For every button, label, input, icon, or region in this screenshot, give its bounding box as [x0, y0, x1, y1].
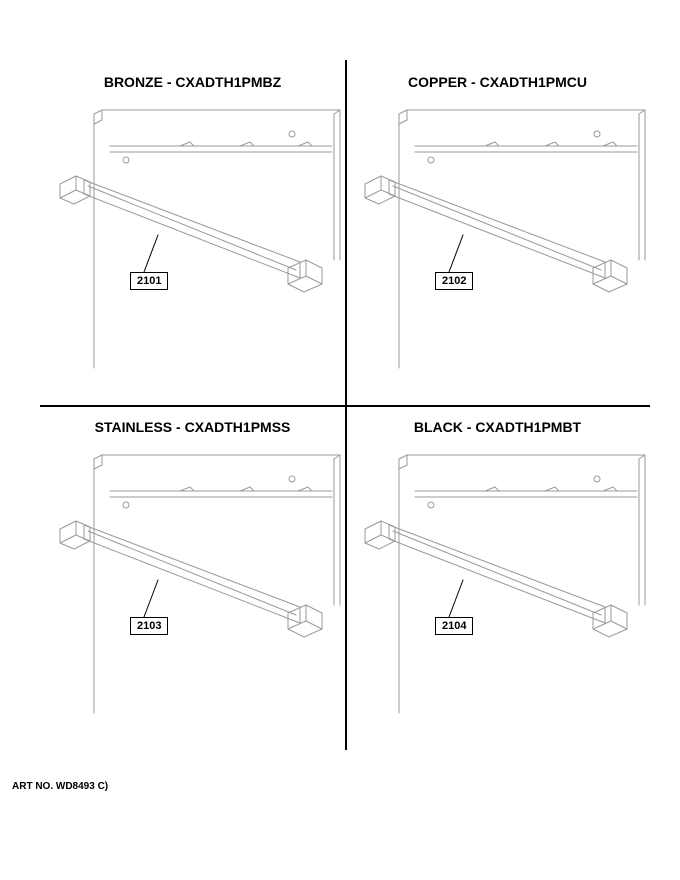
callout-label: 2103 — [130, 617, 168, 635]
handle-svg — [40, 100, 345, 380]
panel-bronze: BRONZE - CXADTH1PMBZ 2101 — [40, 60, 345, 405]
panel-copper: COPPER - CXADTH1PMCU 2102 — [345, 60, 650, 405]
panel-title: BLACK - CXADTH1PMBT — [345, 419, 650, 435]
handle-drawing — [345, 100, 650, 380]
callout-label: 2104 — [435, 617, 473, 635]
panel-stainless: STAINLESS - CXADTH1PMSS 2103 — [40, 405, 345, 750]
handle-svg — [345, 445, 650, 725]
handle-drawing — [40, 445, 345, 725]
panel-title: BRONZE - CXADTH1PMBZ — [40, 74, 345, 90]
callout-label: 2102 — [435, 272, 473, 290]
art-number: ART NO. WD8493 C) — [12, 781, 108, 792]
handle-svg — [345, 100, 650, 380]
panel-title: STAINLESS - CXADTH1PMSS — [40, 419, 345, 435]
panel-title: COPPER - CXADTH1PMCU — [345, 74, 650, 90]
handle-svg — [40, 445, 345, 725]
callout-label: 2101 — [130, 272, 168, 290]
panel-grid: BRONZE - CXADTH1PMBZ 2101 COPPER - CXADT… — [40, 60, 650, 750]
handle-drawing — [345, 445, 650, 725]
page: BRONZE - CXADTH1PMBZ 2101 COPPER - CXADT… — [0, 0, 680, 880]
panel-black: BLACK - CXADTH1PMBT 2104 — [345, 405, 650, 750]
handle-drawing — [40, 100, 345, 380]
